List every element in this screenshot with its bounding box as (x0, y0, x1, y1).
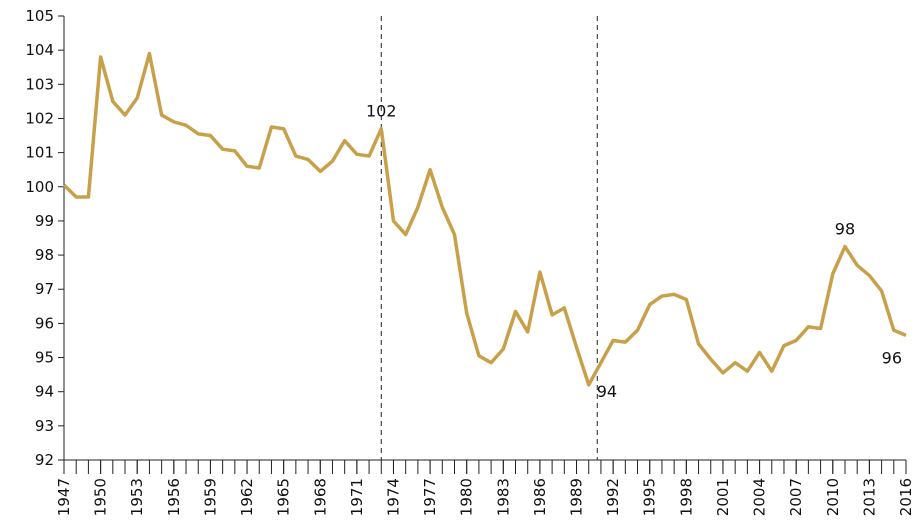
x-tick-label: 1953 (128, 478, 146, 516)
y-tick-label: 104 (25, 41, 54, 59)
data-label: 98 (835, 220, 855, 239)
data-label: 94 (597, 382, 617, 401)
x-tick-label: 1983 (494, 478, 512, 516)
x-tick-label: 2004 (751, 478, 769, 516)
x-tick-label: 1998 (677, 478, 695, 516)
y-tick-label: 102 (25, 109, 54, 127)
x-tick-label: 1971 (348, 478, 366, 516)
x-tick-label: 1968 (311, 478, 329, 516)
x-tick-label: 2001 (714, 478, 732, 516)
x-tick-label: 2013 (860, 478, 878, 516)
y-tick-label: 94 (35, 383, 54, 401)
x-tick-label: 1992 (604, 478, 622, 516)
y-tick-label: 99 (35, 212, 54, 230)
y-tick-label: 100 (25, 178, 54, 196)
x-tick-label: 1989 (568, 478, 586, 516)
line (62, 51, 907, 387)
x-tick-label: 1959 (201, 478, 219, 516)
y-tick-label: 95 (35, 349, 54, 367)
y-tick-label: 93 (35, 417, 54, 435)
x-tick-label: 1950 (92, 478, 110, 516)
y-tick-label: 105 (25, 7, 54, 25)
x-tick-label: 1974 (384, 478, 402, 516)
data-label: 96 (882, 348, 902, 367)
y-tick-label: 96 (35, 314, 54, 332)
x-tick-label: 1977 (421, 478, 439, 516)
x-tick-label: 2007 (787, 478, 805, 516)
x-tick-label: 1986 (531, 478, 549, 516)
x-tick-label: 1980 (458, 478, 476, 516)
y-tick-label: 101 (25, 144, 54, 162)
x-tick-label: 1947 (55, 478, 73, 516)
x-tick-label: 2010 (824, 478, 842, 516)
x-tick-label: 2016 (897, 478, 915, 516)
y-tick-label: 92 (35, 451, 54, 469)
y-tick-label: 98 (35, 246, 54, 264)
y-tick-label: 97 (35, 280, 54, 298)
data-label: 102 (366, 102, 397, 121)
y-tick-label: 103 (25, 75, 54, 93)
x-tick-label: 1965 (275, 478, 293, 516)
x-tick-label: 1956 (165, 478, 183, 516)
x-tick-label: 1962 (238, 478, 256, 516)
x-tick-label: 1995 (641, 478, 659, 516)
